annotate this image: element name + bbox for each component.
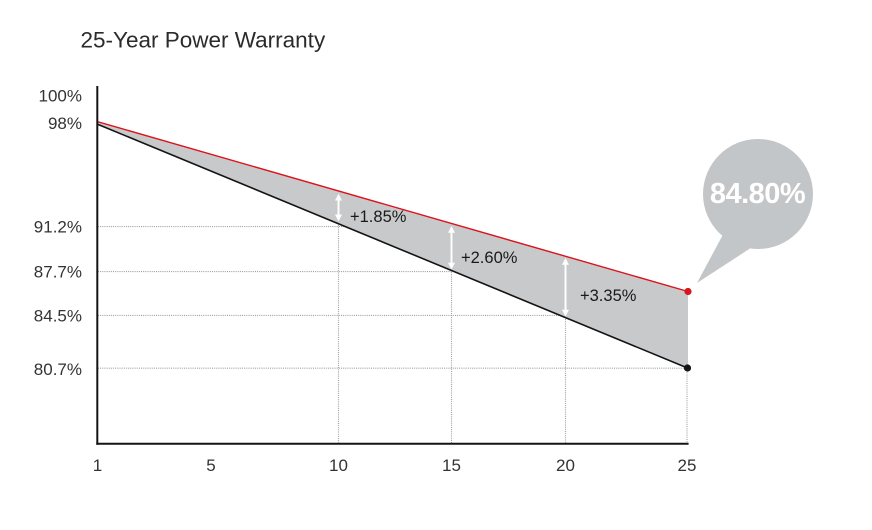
svg-text:80.7%: 80.7% (34, 360, 82, 379)
svg-text:98%: 98% (48, 114, 82, 133)
svg-text:20: 20 (556, 456, 575, 475)
svg-text:84.80%: 84.80% (710, 178, 806, 210)
svg-text:100%: 100% (39, 86, 82, 105)
svg-text:5: 5 (206, 456, 215, 475)
svg-text:+2.60%: +2.60% (461, 249, 518, 267)
svg-text:91.2%: 91.2% (34, 217, 82, 236)
svg-text:+1.85%: +1.85% (350, 208, 407, 226)
svg-text:10: 10 (329, 456, 348, 475)
svg-text:+3.35%: +3.35% (580, 287, 637, 305)
svg-text:25-Year Power Warranty: 25-Year Power Warranty (81, 28, 326, 53)
svg-text:15: 15 (442, 456, 461, 475)
svg-text:87.7%: 87.7% (34, 262, 82, 281)
svg-text:84.5%: 84.5% (34, 306, 82, 325)
svg-text:1: 1 (93, 456, 102, 475)
svg-text:25: 25 (678, 456, 697, 475)
